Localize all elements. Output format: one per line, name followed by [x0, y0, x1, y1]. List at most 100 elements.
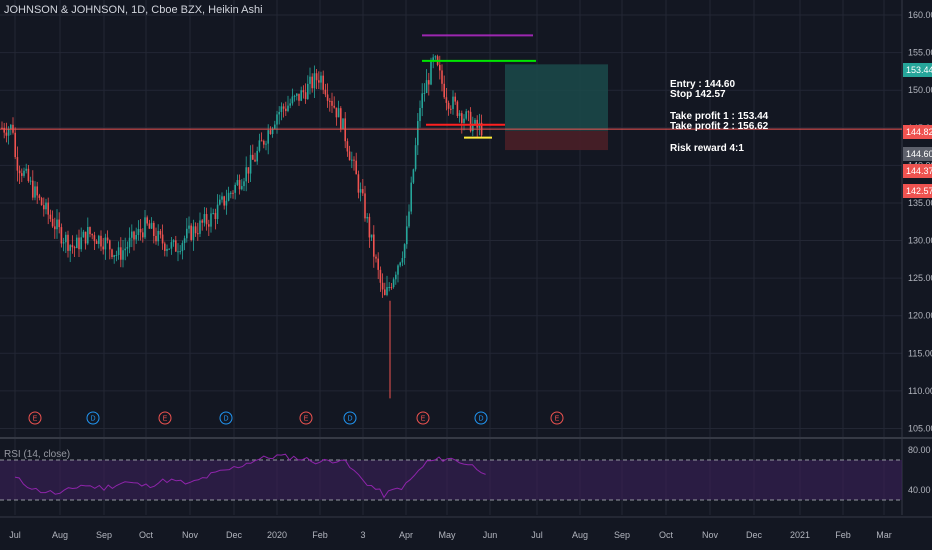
- candle-body-151: [333, 105, 335, 108]
- rsi-band-fill: [0, 460, 902, 500]
- price-axis[interactable]: 105.00 110.00 115.00 120.00 125.00 130.00 135.…: [908, 10, 932, 495]
- rsi-line: [14, 453, 486, 499]
- candle-body-194: [428, 80, 430, 85]
- candle-body-161: [355, 160, 357, 175]
- candle-body-17: [38, 195, 41, 198]
- event-marker-2: [158, 411, 172, 425]
- candle-body-43: [95, 241, 98, 244]
- candle-body-165: [364, 193, 366, 219]
- candle-body-13: [29, 180, 32, 182]
- candle-body-162: [357, 174, 360, 193]
- candle-body-174: [384, 289, 386, 295]
- candle-body-109: [241, 186, 243, 190]
- candle-body-148: [326, 94, 329, 101]
- candle-body-35: [78, 237, 80, 250]
- candle-body-4: [10, 124, 12, 130]
- candle-body-2: [5, 132, 8, 136]
- candle-body-9: [21, 173, 23, 176]
- price-tick-125: 125.00: [908, 273, 932, 283]
- price-tick-155: 155.00: [908, 48, 932, 58]
- event-marker-label-4: E: [304, 416, 309, 423]
- time-tick-8: 3: [360, 530, 365, 540]
- candle-body-65: [144, 217, 146, 238]
- time-tick-1: Aug: [52, 530, 68, 540]
- price-tag-4: [903, 184, 932, 198]
- time-axis[interactable]: Jul Aug Sep Oct Nov Dec 2020 Feb 3 Apr May Jun Jul Au…: [9, 530, 892, 540]
- candle-body-149: [329, 100, 331, 102]
- candle-body-33: [73, 247, 76, 249]
- candle-body-127: [280, 106, 283, 112]
- candle-body-183: [403, 244, 406, 259]
- candle-body-91: [201, 220, 203, 223]
- candle-body-84: [186, 228, 188, 239]
- candle-body-86: [190, 225, 192, 240]
- candle-body-135: [298, 93, 300, 101]
- candle-body-205: [452, 96, 454, 109]
- time-tick-6: 2020: [267, 530, 287, 540]
- price-tag-2: [903, 147, 932, 161]
- candle-body-6: [14, 132, 16, 158]
- candle-body-159: [351, 159, 353, 161]
- price-tag-text-0: 153.44: [906, 65, 932, 75]
- candle-body-37: [82, 231, 85, 238]
- event-marker-0: [28, 411, 42, 425]
- candle-body-42: [93, 235, 96, 242]
- candle-body-141: [311, 76, 313, 89]
- event-marker-7: [474, 411, 488, 425]
- time-tick-7: Feb: [312, 530, 328, 540]
- candle-body-199: [439, 64, 441, 71]
- candle-body-88: [194, 226, 197, 234]
- time-tick-3: Oct: [139, 530, 154, 540]
- candle-body-116: [256, 150, 258, 162]
- candle-body-34: [76, 237, 78, 249]
- candle-body-53: [117, 247, 120, 256]
- candle-body-106: [234, 184, 236, 193]
- price-tags: 153.44 144.82 144.60 144.37 142.57: [903, 63, 932, 198]
- time-tick-0: Jul: [9, 530, 21, 540]
- candle-body-71: [157, 230, 159, 242]
- time-tick-18: 2021: [790, 530, 810, 540]
- candle-body-73: [161, 234, 164, 244]
- candle-body-124: [274, 124, 276, 129]
- candle-body-153: [337, 108, 340, 118]
- event-marker-4: [299, 411, 313, 425]
- candle-body-130: [287, 105, 289, 112]
- candle-body-77: [170, 242, 173, 249]
- candle-body-146: [322, 75, 324, 90]
- rsi-label: RSI (14, close): [4, 449, 71, 460]
- candle-body-152: [335, 107, 338, 118]
- rsi-tick-0: 80.00: [908, 445, 931, 455]
- candle-body-90: [199, 220, 201, 234]
- candle-body-21: [47, 202, 49, 215]
- price-tag-text-4: 142.57: [906, 186, 932, 196]
- candle-body-203: [447, 102, 450, 109]
- candle-body-55: [122, 250, 124, 260]
- candle-body-179: [395, 274, 397, 280]
- price-tick-135: 135.00: [908, 198, 932, 208]
- candle-body-170: [375, 256, 377, 259]
- time-tick-14: Sep: [614, 530, 630, 540]
- risk-reward-note: Risk reward 4:1: [670, 143, 744, 154]
- candle-body-41: [91, 234, 93, 236]
- candle-body-145: [320, 75, 322, 83]
- candle-body-72: [159, 230, 162, 235]
- candle-body-191: [421, 93, 423, 108]
- candle-body-19: [43, 205, 45, 210]
- candle-body-57: [126, 247, 129, 249]
- candle-body-51: [113, 255, 115, 257]
- candle-body-52: [115, 255, 118, 257]
- entry-note: Entry : 144.60: [670, 79, 736, 90]
- candle-body-169: [373, 234, 375, 257]
- time-tick-17: Dec: [746, 530, 763, 540]
- candle-body-89: [197, 233, 199, 235]
- take-profit-1-note: Take profit 1 : 153.44: [670, 111, 769, 122]
- event-marker-1: [86, 411, 100, 425]
- event-marker-label-2: E: [163, 416, 168, 423]
- candle-body-69: [153, 222, 155, 236]
- price-tag-text-3: 144.37: [906, 166, 932, 176]
- price-tick-105: 105.00: [908, 423, 932, 433]
- candle-body-22: [49, 214, 52, 219]
- price-tag-3: [903, 164, 932, 178]
